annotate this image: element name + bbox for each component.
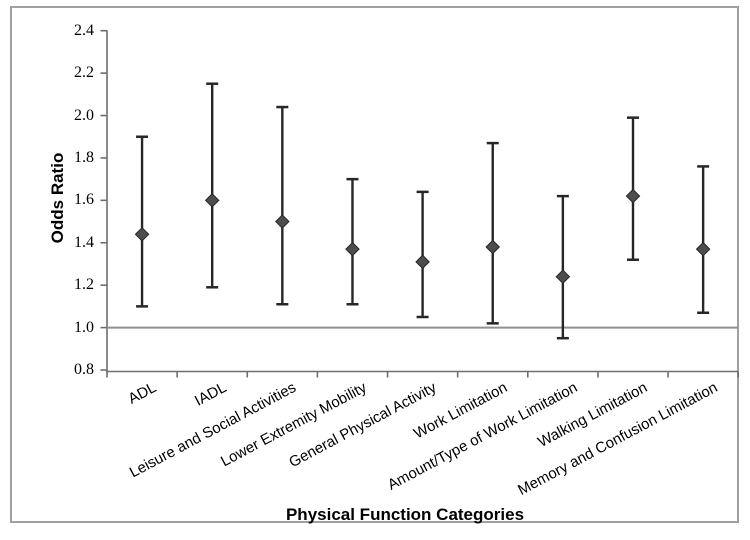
y-tick-label: 1.0 [74,318,94,336]
data-point-diamond [415,254,430,270]
y-tick-label: 1.8 [74,148,94,166]
data-point-diamond [204,193,220,208]
chart-border [10,6,739,523]
data-point-diamond [555,269,571,285]
data-point-diamond [134,226,150,242]
y-tick-label: 2.2 [74,64,94,82]
y-axis-title: Odds Ratio [48,152,67,244]
data-point-diamond [485,239,501,255]
x-axis-title: Physical Function Categories [285,505,525,524]
data-point-diamond [695,241,711,257]
y-tick-label: 0.8 [74,361,94,378]
data-point-diamond [345,241,360,257]
y-tick-label: 1.2 [74,276,94,294]
data-point-diamond [625,188,641,204]
data-point-diamond [275,214,290,229]
y-tick-label: 2.0 [74,106,94,124]
y-tick-label: 1.4 [74,233,94,251]
y-tick-label: 2.4 [74,21,94,39]
y-tick-label: 1.6 [74,191,94,209]
